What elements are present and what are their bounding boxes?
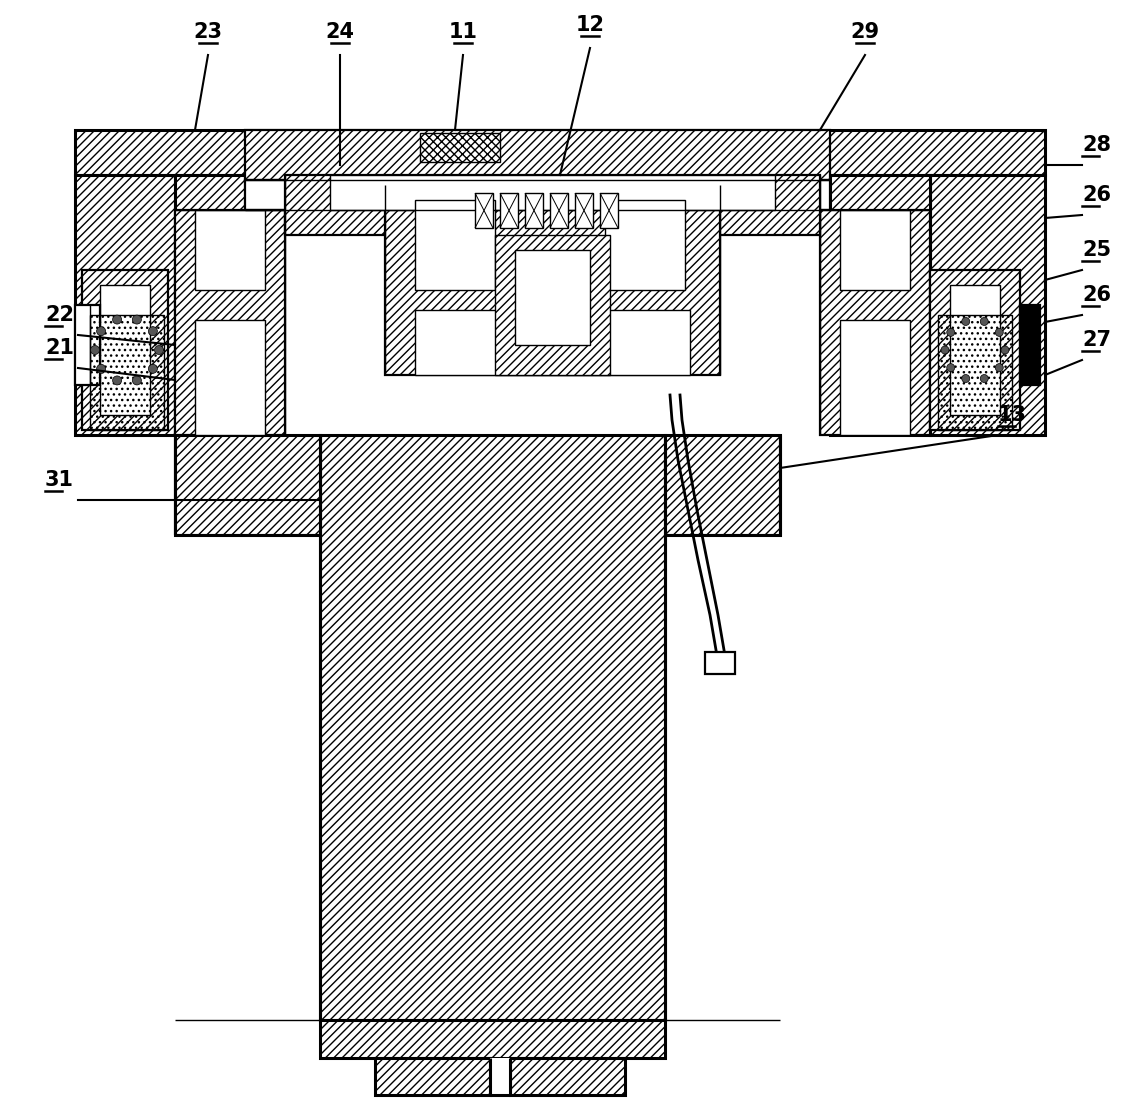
Bar (500, 193, 518, 228)
Text: 25: 25 (1081, 240, 1111, 260)
Bar (330, 175, 775, 210)
Bar (415, 200, 494, 290)
Circle shape (962, 318, 970, 325)
Circle shape (962, 375, 970, 383)
Circle shape (90, 345, 99, 354)
Bar (100, 285, 150, 415)
Bar (286, 175, 820, 235)
Text: 11: 11 (449, 22, 477, 42)
Bar (75, 175, 175, 435)
Circle shape (947, 364, 955, 372)
Text: 24: 24 (325, 22, 354, 42)
Text: 23: 23 (193, 22, 223, 42)
Bar (820, 210, 930, 435)
Circle shape (154, 345, 163, 354)
Bar (665, 435, 780, 535)
Bar (490, 1058, 510, 1095)
Circle shape (980, 375, 988, 383)
Text: 27: 27 (1081, 330, 1111, 350)
Bar (420, 133, 500, 162)
Circle shape (148, 364, 158, 373)
Bar (1020, 306, 1040, 385)
Bar (515, 250, 590, 345)
Text: 29: 29 (851, 22, 879, 42)
Bar (525, 193, 542, 228)
Bar (195, 210, 265, 290)
Bar (550, 193, 568, 228)
Bar (75, 306, 100, 385)
Bar (475, 193, 493, 228)
Circle shape (941, 346, 949, 354)
Text: 31: 31 (45, 470, 74, 490)
Bar (375, 1058, 490, 1095)
Circle shape (97, 364, 105, 373)
Circle shape (996, 364, 1004, 372)
Bar (494, 235, 610, 375)
Bar (930, 270, 1020, 430)
Circle shape (996, 329, 1004, 336)
Circle shape (132, 376, 142, 385)
Circle shape (132, 315, 142, 324)
Bar (510, 1058, 625, 1095)
Text: 22: 22 (45, 306, 74, 325)
Text: 28: 28 (1081, 135, 1111, 156)
Bar (576, 193, 593, 228)
Bar (600, 193, 618, 228)
Bar (175, 175, 246, 435)
Bar (195, 320, 265, 435)
Circle shape (113, 315, 121, 324)
Circle shape (947, 329, 955, 336)
Bar (841, 320, 910, 435)
Bar (930, 175, 1045, 435)
Bar (246, 130, 830, 180)
Circle shape (1002, 346, 1010, 354)
Bar (385, 185, 719, 375)
Bar (175, 210, 286, 435)
Text: 26: 26 (1081, 185, 1111, 205)
Circle shape (97, 326, 105, 335)
Bar (705, 652, 735, 674)
Bar (605, 200, 685, 290)
Circle shape (148, 326, 158, 335)
Circle shape (113, 376, 121, 385)
Bar (246, 180, 830, 210)
Bar (175, 435, 320, 535)
Bar (938, 315, 1012, 430)
Bar (320, 435, 665, 1020)
Bar (950, 285, 1000, 415)
Bar (830, 175, 930, 435)
Bar (841, 210, 910, 290)
Bar (320, 1020, 665, 1058)
Bar (90, 315, 164, 430)
Bar (415, 310, 690, 375)
Text: 26: 26 (1081, 285, 1111, 306)
Circle shape (980, 318, 988, 325)
Bar (82, 270, 168, 430)
Text: 13: 13 (998, 405, 1027, 425)
Text: 21: 21 (45, 338, 74, 358)
Text: 12: 12 (576, 15, 604, 35)
Bar (75, 130, 1045, 175)
